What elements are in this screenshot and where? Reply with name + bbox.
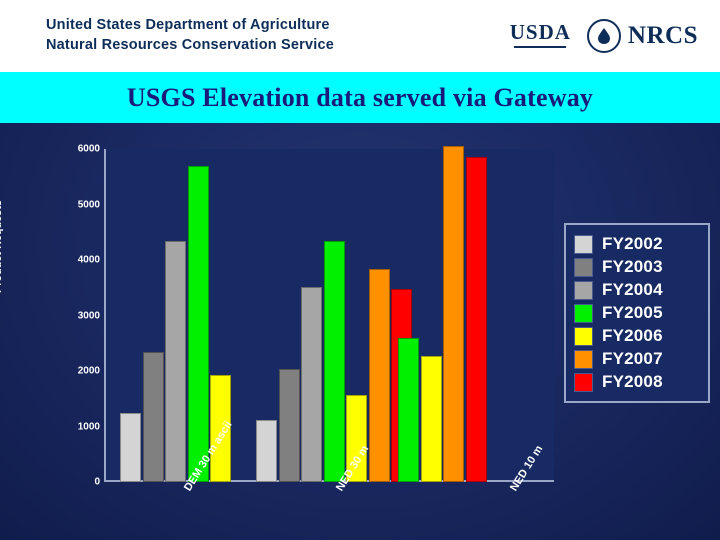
bar <box>256 419 277 482</box>
bar <box>368 269 390 482</box>
y-tick-label: 2000 <box>77 365 100 377</box>
bar <box>346 395 367 482</box>
legend-swatch <box>574 349 593 369</box>
legend-swatch <box>574 280 593 300</box>
legend-label: FY2004 <box>602 280 663 299</box>
bar <box>210 374 231 482</box>
legend: FY2002 FY2003 FY2004 FY2005 FY2006 FY2007 FY20… <box>564 223 710 403</box>
legend-item: FY2007 <box>574 349 702 369</box>
bar <box>142 351 164 482</box>
usda-wordmark: USDA <box>509 20 571 44</box>
nrcs-logo: NRCS <box>586 19 698 53</box>
y-axis-label: Product Requests <box>0 199 4 293</box>
bar <box>120 412 141 482</box>
header-band: United States Department of Agriculture … <box>0 0 720 72</box>
legend-label: FY2005 <box>602 303 663 322</box>
agency-line-2: Natural Resources Conservation Service <box>46 37 335 53</box>
usda-logo: USDA <box>510 22 571 50</box>
page-title: USGS Elevation data served via Gateway <box>126 82 594 112</box>
legend-swatch <box>574 257 593 277</box>
y-tick-label: 0 <box>94 476 100 488</box>
legend-label: FY2006 <box>602 326 663 345</box>
legend-label: FY2007 <box>602 349 663 368</box>
bar <box>187 165 209 482</box>
legend-item: FY2002 <box>574 234 702 254</box>
bar <box>465 156 487 482</box>
usda-rule <box>514 46 567 48</box>
title-band: USGS Elevation data served via Gateway <box>0 72 720 123</box>
bar <box>165 240 186 482</box>
legend-swatch <box>574 303 593 323</box>
agency-name: United States Department of Agriculture … <box>46 16 334 55</box>
bar <box>323 240 345 482</box>
legend-item: FY2003 <box>574 257 702 277</box>
legend-item: FY2006 <box>574 326 702 346</box>
bar-series-area <box>106 145 554 482</box>
agency-line-1: United States Department of Agriculture <box>46 17 330 34</box>
bar <box>278 369 300 482</box>
y-tick-label: 1000 <box>77 421 100 432</box>
legend-item: FY2005 <box>574 303 702 323</box>
legend-swatch <box>574 326 593 346</box>
legend-label: FY2008 <box>602 372 663 391</box>
y-tick-label: 5000 <box>77 199 100 210</box>
legend-item: FY2008 <box>574 372 702 392</box>
legend-swatch <box>574 234 593 254</box>
bar <box>301 286 322 482</box>
legend-label: FY2003 <box>602 257 663 276</box>
legend-swatch <box>574 372 593 392</box>
y-tick-label: 4000 <box>77 254 100 266</box>
bar <box>443 145 464 482</box>
nrcs-wordmark: NRCS <box>627 22 698 49</box>
chart: Product Requests 0 1000 2000 3000 4000 5000 60… <box>0 123 720 540</box>
legend-label: FY2002 <box>602 234 663 253</box>
y-tick-label: 3000 <box>77 310 100 321</box>
legend-item: FY2004 <box>574 280 702 300</box>
logo-group: USDA NRCS <box>510 19 698 53</box>
bar <box>398 337 419 482</box>
bar <box>420 356 442 482</box>
water-drop-leaf-icon <box>586 19 621 53</box>
y-axis-ticks: 0 1000 2000 3000 4000 5000 6000 <box>50 144 100 488</box>
y-tick-label: 6000 <box>77 143 100 155</box>
